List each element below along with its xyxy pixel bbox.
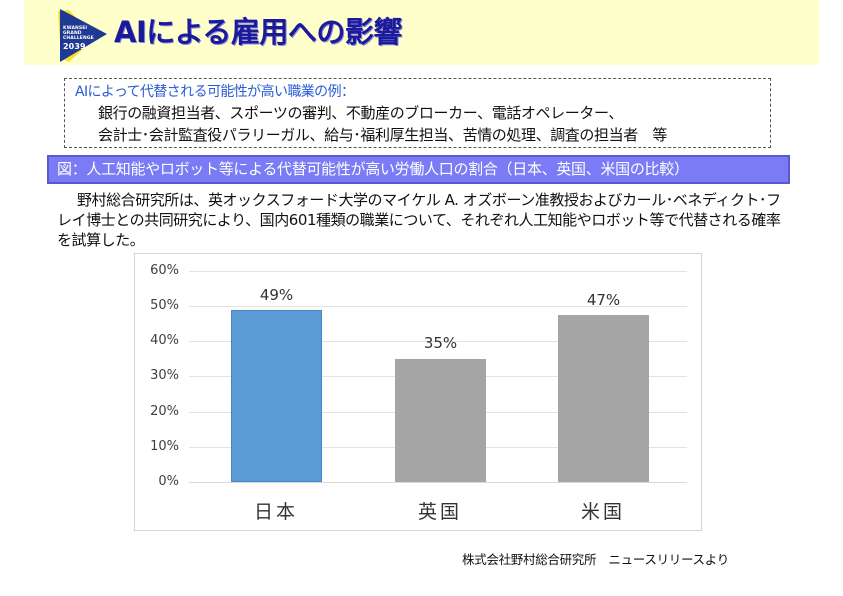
x-axis-line (189, 482, 687, 483)
header-band (24, 0, 819, 65)
gridline-40 (189, 341, 687, 342)
examples-heading: AIによって代替される可能性が高い職業の例： (75, 84, 355, 100)
bar-label-japan: 49% (259, 286, 294, 304)
kwansei-grand-challenge-logo: KWANSEI GRAND CHALLENGE 2039 (55, 8, 110, 64)
description-text: 野村総合研究所は、英オックスフォード大学のマイケル A. オズボーン准教授および… (57, 191, 781, 249)
category-label-japan: 日本 (253, 501, 298, 523)
ytick-40: 40% (150, 333, 179, 348)
ytick-0: 0% (158, 474, 179, 489)
examples-line-2: 会計士･会計監査役パラリーガル、給与･福利厚生担当、苦情の処理、調査の担当者 等 (98, 126, 668, 144)
logo-line-3: CHALLENGE (63, 36, 94, 42)
logo-year: 2039 (63, 41, 86, 51)
gridline-60 (189, 271, 687, 272)
bar-label-uk: 35% (423, 334, 458, 352)
description-paragraph: 野村総合研究所は、英オックスフォード大学のマイケル A. オズボーン准教授および… (57, 190, 787, 250)
logo-line-1: KWANSEI (63, 26, 88, 31)
category-label-us: 米国 (580, 501, 625, 523)
bar-us (558, 315, 649, 482)
logo-text: KWANSEI GRAND CHALLENGE 2039 (63, 26, 95, 51)
logo-triangle-icon (58, 9, 107, 62)
page-title: AIによる雇用への影響 (114, 15, 402, 49)
ytick-50: 50% (150, 298, 179, 313)
bar-chart: 60% 50% 40% 30% 20% 10% 0% 49% 日本 35% 英国… (134, 253, 702, 531)
category-label-uk: 英国 (417, 501, 462, 523)
source-note: 株式会社野村総合研究所 ニュースリリースより (462, 552, 729, 567)
bar-japan (231, 310, 322, 482)
ytick-20: 20% (150, 404, 179, 419)
ytick-10: 10% (150, 439, 179, 454)
bar-label-us: 47% (586, 291, 621, 309)
examples-box: AIによって代替される可能性が高い職業の例： 銀行の融資担当者、スポーツの審判、… (64, 78, 771, 148)
figure-caption-banner: 図：人工知能やロボット等による代替可能性が高い労働人口の割合（日本、英国、米国の… (47, 155, 790, 184)
ytick-30: 30% (150, 368, 179, 383)
gridline-50 (189, 306, 687, 307)
logo-line-2: GRAND (63, 31, 82, 37)
ytick-60: 60% (150, 263, 179, 278)
examples-line-1: 銀行の融資担当者、スポーツの審判、不動産のブローカー、電話オペレーター、 (98, 104, 624, 122)
bar-uk (395, 359, 486, 482)
